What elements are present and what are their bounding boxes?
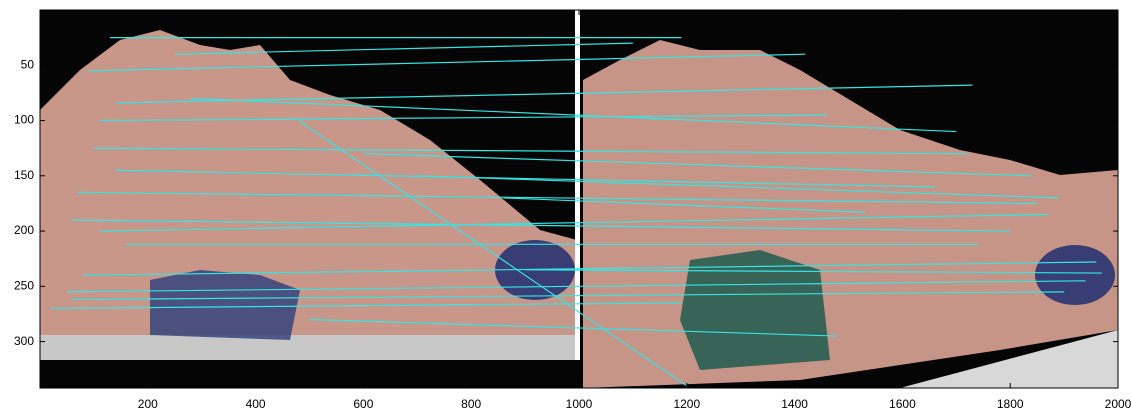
photo <box>40 10 1118 388</box>
figure: 200 400 600 800 1000 1200 1400 1600 1800 2000 50 10… <box>0 0 1132 412</box>
x-tick-label: 600 <box>353 397 373 411</box>
y-tick-label: 250 <box>14 278 34 292</box>
x-tick-label: 800 <box>461 397 481 411</box>
x-tick-label: 1400 <box>781 397 808 411</box>
y-tick-label: 150 <box>14 168 34 182</box>
x-tick-label: 200 <box>138 397 158 411</box>
right-mark <box>1035 245 1115 305</box>
right-mark <box>680 250 830 370</box>
y-tick-label: 100 <box>14 113 34 127</box>
x-tick-label: 1200 <box>673 397 700 411</box>
x-tick-label: 1800 <box>997 397 1024 411</box>
divider <box>575 10 580 360</box>
y-tick-label: 200 <box>14 223 34 237</box>
left-table <box>40 335 577 360</box>
x-tick-label: 400 <box>246 397 266 411</box>
x-tick-label: 2000 <box>1105 397 1132 411</box>
y-tick-label: 300 <box>14 334 34 348</box>
x-tick-label: 1600 <box>889 397 916 411</box>
y-tick-label: 50 <box>21 57 35 71</box>
x-tick-label: 1000 <box>566 397 593 411</box>
